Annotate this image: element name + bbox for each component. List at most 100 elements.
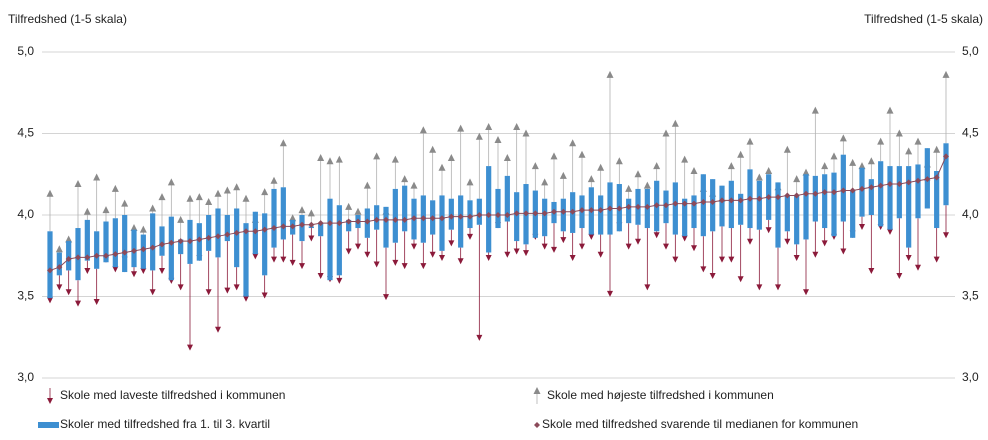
median-marker — [65, 256, 72, 263]
min-marker — [700, 266, 707, 273]
median-marker — [84, 254, 91, 261]
min-marker — [896, 272, 903, 279]
median-marker — [588, 207, 595, 214]
median-marker — [616, 205, 623, 212]
quartile-box — [719, 185, 725, 227]
min-marker — [821, 240, 828, 247]
median-marker — [271, 225, 277, 232]
max-marker — [643, 181, 651, 189]
median-marker — [168, 239, 175, 246]
max-marker — [503, 153, 511, 161]
max-marker — [93, 173, 101, 181]
median-marker — [877, 182, 884, 189]
min-marker — [392, 259, 399, 266]
median-marker — [896, 181, 903, 188]
min-marker — [775, 284, 781, 291]
median-marker — [793, 192, 800, 199]
min-marker — [308, 235, 315, 242]
median-marker — [121, 249, 128, 256]
median-marker — [93, 252, 100, 259]
min-marker — [233, 284, 240, 291]
max-marker — [746, 137, 754, 145]
max-marker — [447, 153, 455, 161]
max-marker — [111, 184, 119, 192]
median-marker — [681, 200, 688, 207]
legend-label: Skoler med tilfredshed fra 1. til 3. kva… — [60, 417, 270, 431]
median-marker — [607, 205, 613, 212]
median-marker — [560, 208, 567, 215]
quartile-box — [299, 215, 305, 242]
quartile-box — [150, 213, 156, 271]
median-marker — [887, 181, 893, 188]
min-marker — [187, 344, 193, 351]
median-marker — [131, 247, 137, 254]
max-marker — [149, 204, 157, 212]
max-marker — [195, 193, 203, 201]
median-marker — [140, 246, 147, 253]
quartile-box — [560, 198, 566, 232]
min-marker — [653, 232, 660, 239]
min-marker — [457, 258, 464, 265]
max-marker — [849, 158, 857, 166]
max-marker — [74, 180, 82, 188]
quartile-box — [598, 195, 604, 235]
median-marker — [280, 223, 287, 230]
y-tick-label: 3,5 — [17, 289, 34, 303]
max-marker — [867, 157, 875, 165]
quartile-box — [75, 228, 81, 281]
y-tick-label: 4,0 — [17, 207, 34, 221]
median-marker — [747, 195, 753, 202]
median-marker — [868, 184, 875, 191]
quartile-box — [700, 174, 706, 237]
quartile-box — [784, 195, 790, 232]
max-marker — [578, 150, 586, 158]
min-marker — [513, 248, 520, 255]
y-tick-label: 4,5 — [17, 126, 34, 140]
quartile-box — [112, 218, 118, 268]
median-marker — [317, 220, 324, 227]
min-marker — [429, 251, 436, 258]
min-marker — [803, 289, 809, 296]
median-marker — [467, 213, 473, 220]
min-marker — [336, 277, 343, 284]
min-marker — [411, 243, 417, 250]
max-marker — [765, 166, 773, 174]
max-marker — [727, 162, 735, 170]
max-marker — [429, 145, 437, 153]
max-marker — [522, 129, 530, 137]
quartile-box — [794, 195, 800, 245]
median-marker — [541, 210, 548, 217]
quartile-box — [812, 175, 818, 222]
legend-swatch — [534, 422, 540, 428]
max-marker — [513, 122, 521, 130]
median-marker — [495, 212, 501, 218]
max-marker — [541, 178, 549, 186]
min-marker — [224, 287, 231, 294]
max-marker — [830, 152, 838, 160]
median-marker — [401, 216, 408, 223]
min-marker — [793, 255, 800, 262]
y2-tick-label: 4,5 — [962, 126, 979, 140]
quartile-box — [504, 175, 510, 222]
quartile-box — [756, 180, 762, 230]
max-marker — [345, 202, 353, 210]
quartile-box — [691, 195, 697, 229]
median-marker — [47, 267, 53, 274]
median-marker — [439, 215, 445, 222]
median-marker — [504, 212, 511, 218]
max-marker — [139, 225, 147, 233]
max-marker — [653, 162, 661, 170]
median-marker — [625, 203, 632, 210]
median-marker — [429, 215, 436, 222]
quartile-box — [215, 208, 221, 258]
min-marker — [504, 251, 511, 258]
min-marker — [485, 255, 492, 262]
quartile-box — [178, 239, 184, 255]
min-marker — [252, 253, 259, 260]
quartile-box — [728, 180, 734, 229]
max-marker — [270, 176, 278, 184]
max-marker — [671, 119, 679, 127]
min-marker — [560, 237, 567, 244]
median-marker — [411, 215, 417, 222]
median-marker — [336, 220, 343, 227]
